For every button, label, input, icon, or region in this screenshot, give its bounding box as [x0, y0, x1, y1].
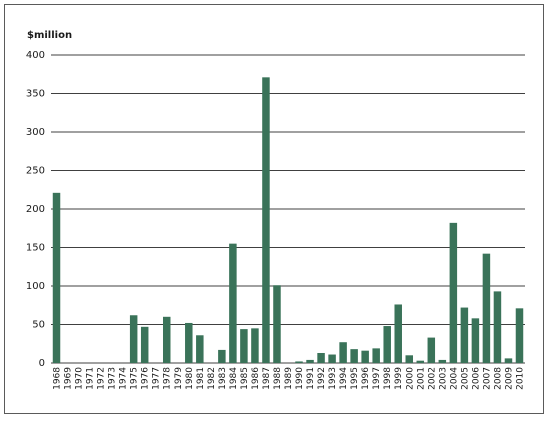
x-tick-label: 1968: [53, 367, 63, 390]
x-tick-label: 2003: [438, 367, 448, 390]
x-tick-label: 1997: [372, 367, 382, 390]
x-tick-label: 1971: [86, 367, 96, 390]
bar-1978: [162, 316, 171, 363]
bar-1988: [273, 285, 281, 363]
x-tick-label: 2001: [416, 367, 426, 390]
x-tick-label: 1975: [130, 367, 140, 390]
bar-1968: [52, 192, 61, 363]
y-tick-label: 350: [26, 89, 45, 100]
x-tick-label: 1982: [207, 367, 217, 390]
bar-1987: [262, 77, 270, 363]
y-tick-label: 100: [26, 281, 45, 292]
bar-2005: [460, 307, 469, 363]
bar-1986: [251, 328, 259, 363]
x-tick-label: 1976: [141, 367, 151, 390]
bar-1997: [372, 348, 380, 363]
bar-2004: [449, 222, 458, 363]
bar-2000: [405, 355, 414, 363]
x-tick-label: 1988: [273, 367, 283, 390]
x-tick-label: 2007: [482, 367, 492, 390]
x-tick-label: 1998: [383, 367, 393, 390]
x-tick-label: 1981: [196, 367, 206, 390]
x-tick-label: 2000: [405, 367, 415, 390]
x-tick-label: 1989: [284, 367, 294, 390]
x-tick-label: 2008: [493, 367, 503, 390]
x-tick-label: 1985: [240, 367, 250, 390]
bar-1992: [317, 352, 325, 363]
bar-1993: [328, 354, 336, 363]
chart-frame: 0 50 100 150 200 250 300 350 400 1968 1969 1970 197…: [4, 4, 544, 414]
bar-1981: [196, 335, 204, 363]
bar-1999: [394, 304, 402, 363]
bar-1995: [350, 349, 358, 363]
y-tick-label: 200: [26, 204, 45, 215]
x-tick-label: 1986: [251, 367, 261, 390]
bar-1996: [361, 350, 369, 363]
bar-1976: [140, 326, 149, 363]
x-tick-label: 1995: [350, 367, 360, 390]
x-tick-label: 1991: [306, 367, 316, 390]
bar-2007: [482, 253, 491, 363]
x-tick-label: 1999: [394, 367, 404, 390]
x-tick-label: 2006: [471, 367, 481, 390]
x-tick-label: 1973: [108, 367, 118, 390]
x-tick-label: 1978: [163, 367, 173, 390]
bar-2010: [515, 308, 524, 363]
bar-1975: [129, 315, 138, 363]
y-tick-label: 50: [32, 320, 45, 331]
x-tick-label: 2004: [449, 367, 459, 390]
bar-2006: [471, 318, 480, 363]
x-tick-label: 1980: [185, 367, 195, 390]
bar-2008: [493, 291, 502, 363]
bar-1983: [218, 349, 226, 363]
x-tick-label: 1990: [295, 367, 305, 390]
x-tick-label: 1983: [218, 367, 228, 390]
x-tick-label: 2010: [515, 367, 525, 390]
x-tick-label: 2009: [504, 367, 514, 390]
bar-2003: [438, 359, 447, 363]
x-axis-ticks: 1968 1969 1970 1971 1972 1973 1974 1975 1976 1977…: [53, 367, 526, 390]
x-tick-label: 1969: [64, 367, 74, 390]
y-tick-label: 0: [39, 358, 45, 369]
x-tick-label: 1970: [75, 367, 85, 390]
x-tick-label: 1984: [229, 367, 239, 390]
bar-1984: [229, 243, 237, 363]
y-axis-ticks: 0 50 100 150 200 250 300 350 400: [26, 50, 45, 369]
bar-1991: [306, 359, 314, 363]
x-tick-label: 1992: [317, 367, 327, 390]
x-tick-label: 1994: [339, 367, 349, 390]
bar-1994: [339, 342, 347, 363]
y-tick-label: 400: [26, 50, 45, 61]
x-tick-label: 2005: [460, 367, 470, 390]
x-tick-label: 1979: [174, 367, 184, 390]
x-tick-label: 1977: [152, 367, 162, 390]
bars: [52, 77, 524, 363]
x-tick-label: 1972: [97, 367, 107, 390]
y-tick-label: 250: [26, 166, 45, 177]
x-tick-label: 1987: [262, 367, 272, 390]
x-tick-label: 1974: [119, 367, 129, 390]
bar-1998: [383, 326, 391, 363]
bar-1980: [185, 322, 193, 363]
x-tick-label: 1996: [361, 367, 371, 390]
bar-2002: [427, 337, 436, 363]
bar-1990: [295, 361, 303, 363]
y-tick-label: 150: [26, 243, 45, 254]
x-tick-label: 1993: [328, 367, 338, 390]
bar-2009: [504, 358, 513, 363]
bar-2001: [416, 360, 425, 363]
bar-1985: [240, 329, 248, 363]
y-axis-label: $million: [27, 30, 72, 41]
y-tick-label: 300: [26, 127, 45, 138]
x-tick-label: 2002: [427, 367, 437, 390]
